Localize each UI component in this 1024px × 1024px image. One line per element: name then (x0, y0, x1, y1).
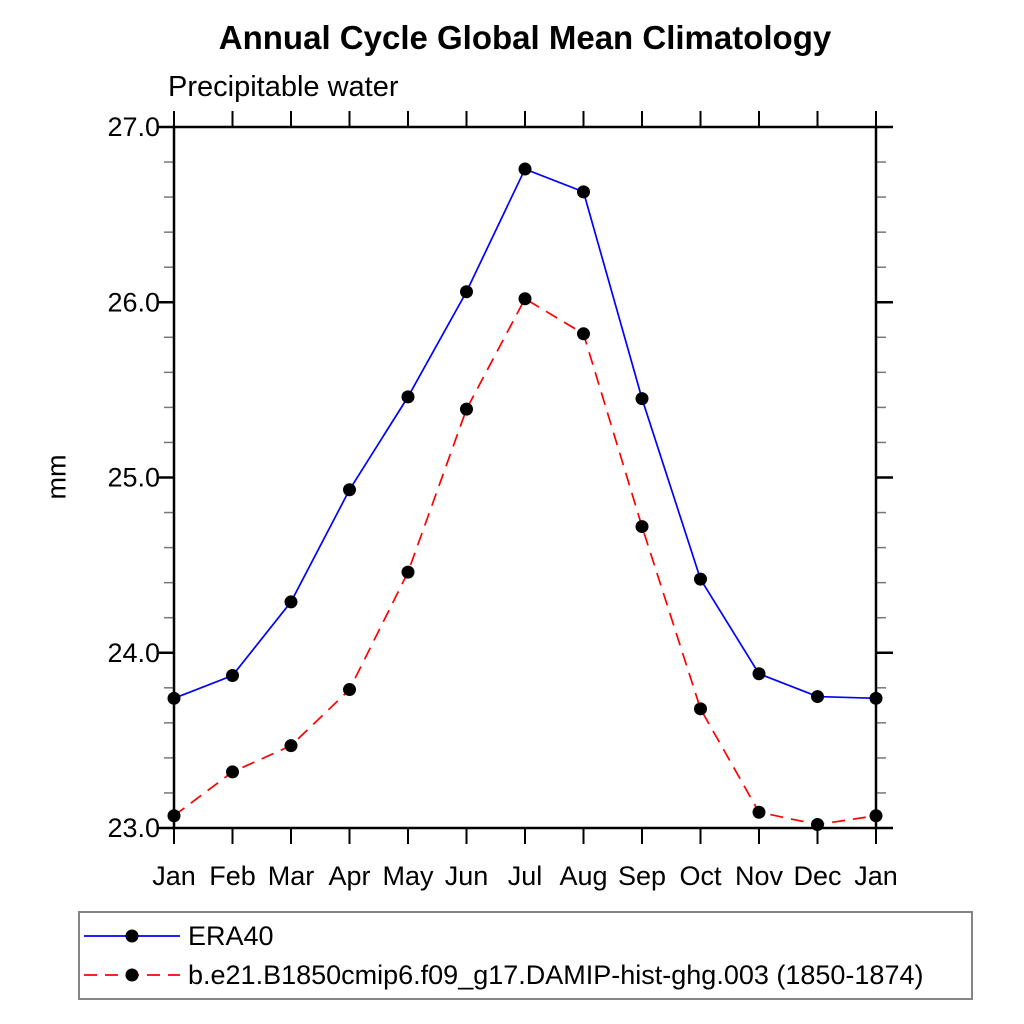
y-axis-minor-ticks (164, 161, 886, 794)
series-line (173, 167, 877, 700)
x-axis-ticks (173, 111, 877, 844)
series-marker (460, 285, 473, 299)
series-marker (343, 483, 356, 497)
plot-frame (172, 125, 878, 830)
y-axis-major-ticks (157, 125, 893, 830)
x-tick-label: Jan (854, 861, 898, 891)
series-marker (635, 520, 649, 534)
series-era40 (167, 162, 883, 705)
x-axis-tick-labels: Jan Feb Mar Apr May Jun Jul Aug Sep Oct Nov Dec Jan (152, 861, 898, 891)
series-marker (343, 683, 356, 697)
y-tick-label: 26.0 (107, 287, 160, 317)
x-tick-label: Aug (559, 861, 607, 891)
chart-title: Annual Cycle Global Mean Climatology (218, 19, 832, 56)
legend-marker-dot (125, 968, 139, 982)
series-marker (460, 402, 473, 416)
legend-line-sample-solid (84, 929, 180, 943)
y-tick-label: 24.0 (107, 638, 160, 668)
legend-marker-dot (125, 929, 139, 943)
x-tick-label: Dec (793, 861, 841, 891)
series-marker (226, 765, 239, 779)
series-marker (226, 669, 239, 683)
x-tick-label: Apr (328, 861, 370, 891)
x-tick-label: Oct (679, 861, 722, 891)
x-tick-label: Jul (508, 861, 543, 891)
legend-box: ERA40 b.e21.B1850cmip6.f09_g17.DAMIP-his… (78, 911, 973, 1000)
legend-item-ghg-run: b.e21.B1850cmip6.f09_g17.DAMIP-hist-ghg.… (84, 956, 971, 995)
legend-label-ghg-run: b.e21.B1850cmip6.f09_g17.DAMIP-hist-ghg.… (188, 959, 924, 990)
series-marker (811, 817, 824, 831)
y-tick-label: 23.0 (107, 813, 160, 843)
series-marker (811, 690, 824, 704)
series-marker (752, 805, 766, 819)
x-tick-label: Sep (618, 861, 666, 891)
series-marker (284, 595, 298, 609)
series-marker (869, 809, 883, 823)
x-tick-label: Feb (209, 861, 256, 891)
legend-line-sample-dashed (84, 968, 180, 982)
y-tick-label: 27.0 (107, 112, 160, 142)
x-tick-label: Mar (268, 861, 315, 891)
series-marker (577, 185, 590, 199)
series-marker (752, 667, 766, 681)
series-marker (401, 565, 415, 579)
series-marker (284, 739, 298, 753)
series-marker (518, 292, 532, 306)
legend-label-era40: ERA40 (188, 920, 274, 951)
series-marker (694, 702, 707, 716)
legend-item-era40: ERA40 (84, 917, 971, 956)
series-marker (869, 691, 883, 705)
series-marker (167, 809, 181, 823)
series-marker (635, 392, 649, 406)
series-marker (167, 691, 181, 705)
x-tick-label: Nov (735, 861, 784, 891)
series-ghg-run (167, 292, 883, 831)
series-line (173, 297, 877, 826)
x-tick-label: Jun (445, 861, 489, 891)
series-marker (577, 327, 590, 341)
x-tick-label: May (382, 861, 434, 891)
series-marker (401, 390, 415, 404)
series-marker (694, 572, 707, 586)
series-marker (518, 162, 532, 176)
y-axis-tick-labels: 23.0 24.0 25.0 26.0 27.0 (107, 112, 160, 843)
x-tick-label: Jan (152, 861, 196, 891)
chart-subtitle: Precipitable water (168, 71, 399, 103)
y-tick-label: 25.0 (107, 463, 160, 493)
